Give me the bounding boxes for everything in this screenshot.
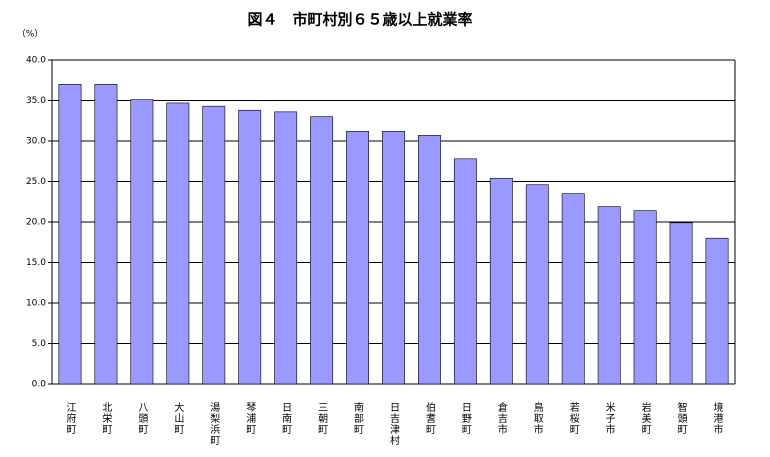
y-tick-label: 5.0 bbox=[32, 339, 47, 349]
x-tick-label: 江府町 bbox=[64, 402, 76, 435]
bar bbox=[166, 102, 190, 385]
x-tick-label: 日南町 bbox=[280, 402, 292, 435]
bar bbox=[130, 99, 154, 385]
x-tick-label: 鳥取市 bbox=[531, 401, 543, 435]
bar bbox=[58, 84, 82, 385]
bar bbox=[453, 158, 477, 385]
bar bbox=[418, 135, 441, 385]
x-tick-label: 湯梨浜町 bbox=[208, 401, 220, 446]
bar bbox=[561, 193, 585, 385]
y-tick-label: 0.0 bbox=[32, 380, 47, 390]
bar bbox=[633, 210, 657, 385]
y-tick-label: 40.0 bbox=[26, 56, 46, 66]
x-tick-label: 米子市 bbox=[603, 401, 615, 435]
x-tick-label: 倉吉市 bbox=[495, 401, 507, 435]
bar bbox=[669, 222, 693, 385]
x-tick-label: 日野町 bbox=[459, 402, 471, 435]
x-tick-label: 伯耆町 bbox=[423, 401, 435, 435]
bar bbox=[705, 237, 729, 385]
y-tick-label: 25.0 bbox=[26, 177, 46, 187]
x-tick-label: 岩美町 bbox=[639, 401, 651, 435]
x-tick-label: 琴浦町 bbox=[244, 402, 256, 435]
y-tick-label: 35.0 bbox=[26, 96, 46, 106]
x-tick-label: 智頭町 bbox=[675, 401, 687, 435]
x-tick-label: 三朝町 bbox=[316, 402, 328, 435]
x-tick-label: 境港市 bbox=[711, 401, 723, 435]
bar bbox=[310, 116, 334, 385]
x-tick-label: 八頭町 bbox=[136, 402, 148, 435]
chart-title: 図４ 市町村別６５歳以上就業率 bbox=[247, 11, 472, 29]
y-tick-label: 10.0 bbox=[26, 299, 46, 309]
bar bbox=[238, 109, 262, 385]
bar bbox=[489, 177, 513, 385]
bar bbox=[597, 206, 621, 385]
x-tick-label: 南部町 bbox=[352, 401, 364, 435]
x-tick-label: 若桜町 bbox=[567, 401, 579, 435]
x-tick-label: 大山町 bbox=[172, 401, 184, 435]
bar bbox=[274, 111, 298, 385]
bar bbox=[382, 130, 405, 385]
bar bbox=[525, 184, 549, 385]
x-tick-label: 日吉津村 bbox=[388, 402, 400, 446]
bar bbox=[346, 130, 369, 385]
bar bbox=[202, 105, 226, 385]
bar bbox=[94, 84, 118, 385]
y-tick-label: 15.0 bbox=[26, 258, 46, 268]
x-tick-label: 北栄町 bbox=[100, 402, 112, 435]
y-tick-label: 20.0 bbox=[26, 218, 46, 228]
y-tick-label: 30.0 bbox=[26, 137, 46, 147]
y-axis-label: （%） bbox=[17, 29, 44, 40]
